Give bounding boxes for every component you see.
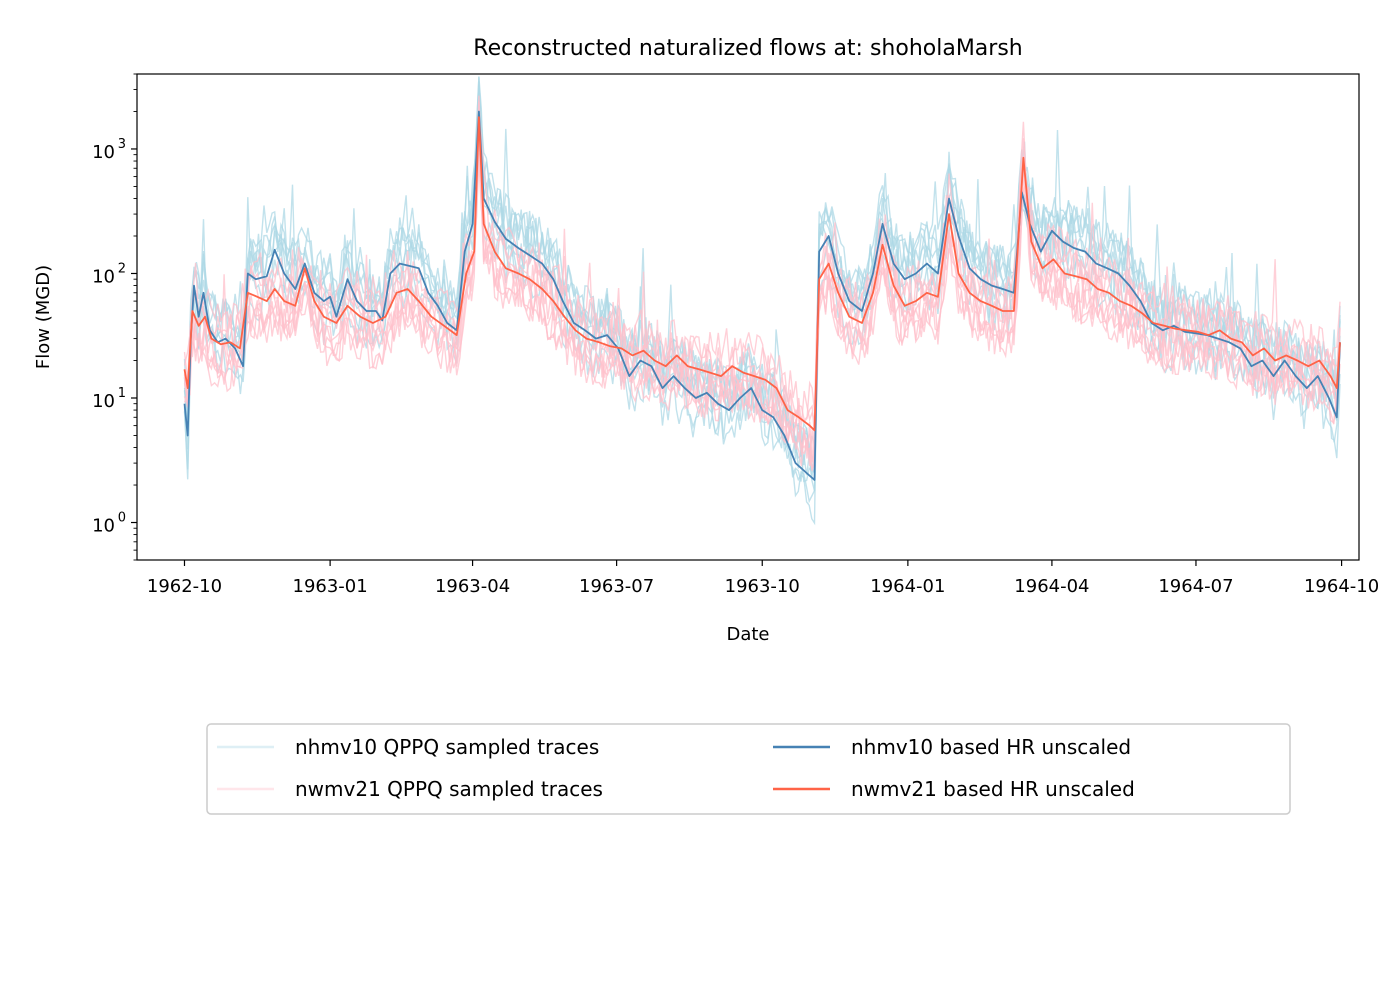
y-tick-label: 10: [92, 266, 115, 287]
x-tick-label: 1963-04: [435, 576, 510, 597]
y-tick-exponent: 3: [118, 137, 126, 152]
plot-frame: [136, 73, 1360, 561]
sampled-trace-line: [183, 95, 1341, 435]
x-tick-label: 1963-01: [293, 576, 368, 597]
x-axis: 1962-10 1963-01 1963-04 1963-07 1963-10 1964-…: [147, 560, 1379, 597]
y-tick-exponent: 0: [118, 511, 126, 526]
series-line: [183, 116, 1341, 432]
legend: nhmv10 QPPQ sampled traces nwmv21 QPPQ sa…: [206, 723, 1291, 815]
legend-frame: [206, 723, 1291, 815]
legend-label: nwmv21 based HR unscaled: [851, 777, 1135, 801]
x-tick-label: 1963-07: [579, 576, 654, 597]
y-tick-exponent: 2: [118, 261, 126, 276]
x-tick-label: 1962-10: [147, 576, 222, 597]
y-tick-label: 10: [92, 516, 115, 537]
legend-label: nwmv21 QPPQ sampled traces: [295, 777, 603, 801]
sampled-trace-line: [183, 153, 1341, 471]
x-tick-label: 1964-04: [1014, 576, 1089, 597]
x-tick-label: 1964-10: [1304, 576, 1379, 597]
chart-title: Reconstructed naturalized flows at: shoh…: [473, 36, 1022, 61]
x-axis-label: Date: [726, 624, 769, 645]
legend-label: nhmv10 QPPQ sampled traces: [295, 735, 599, 759]
y-tick-base: 10: [92, 266, 115, 287]
y-tick-base: 10: [92, 391, 115, 412]
sampled-trace-line: [183, 125, 1341, 462]
y-tick-exponent: 1: [118, 386, 126, 401]
x-tick-label: 1964-07: [1158, 576, 1233, 597]
x-tick-label: 1963-10: [725, 576, 800, 597]
y-tick-base: 10: [92, 142, 115, 163]
legend-label: nhmv10 based HR unscaled: [851, 735, 1131, 759]
legend-item: nhmv10 QPPQ sampled traces: [217, 735, 599, 759]
legend-item: nwmv21 QPPQ sampled traces: [217, 777, 603, 801]
x-tick-label: 1964-01: [870, 576, 945, 597]
sampled-trace-line: [183, 117, 1341, 424]
legend-item: nhmv10 based HR unscaled: [773, 735, 1131, 759]
series-line: [183, 110, 1341, 481]
y-axis-label: Flow (MGD): [33, 265, 54, 369]
y-tick-label: 10: [92, 391, 115, 412]
legend-item: nwmv21 based HR unscaled: [773, 777, 1135, 801]
series-lines: [183, 110, 1341, 481]
y-tick-label: 10: [92, 142, 115, 163]
y-tick-base: 10: [92, 516, 115, 537]
